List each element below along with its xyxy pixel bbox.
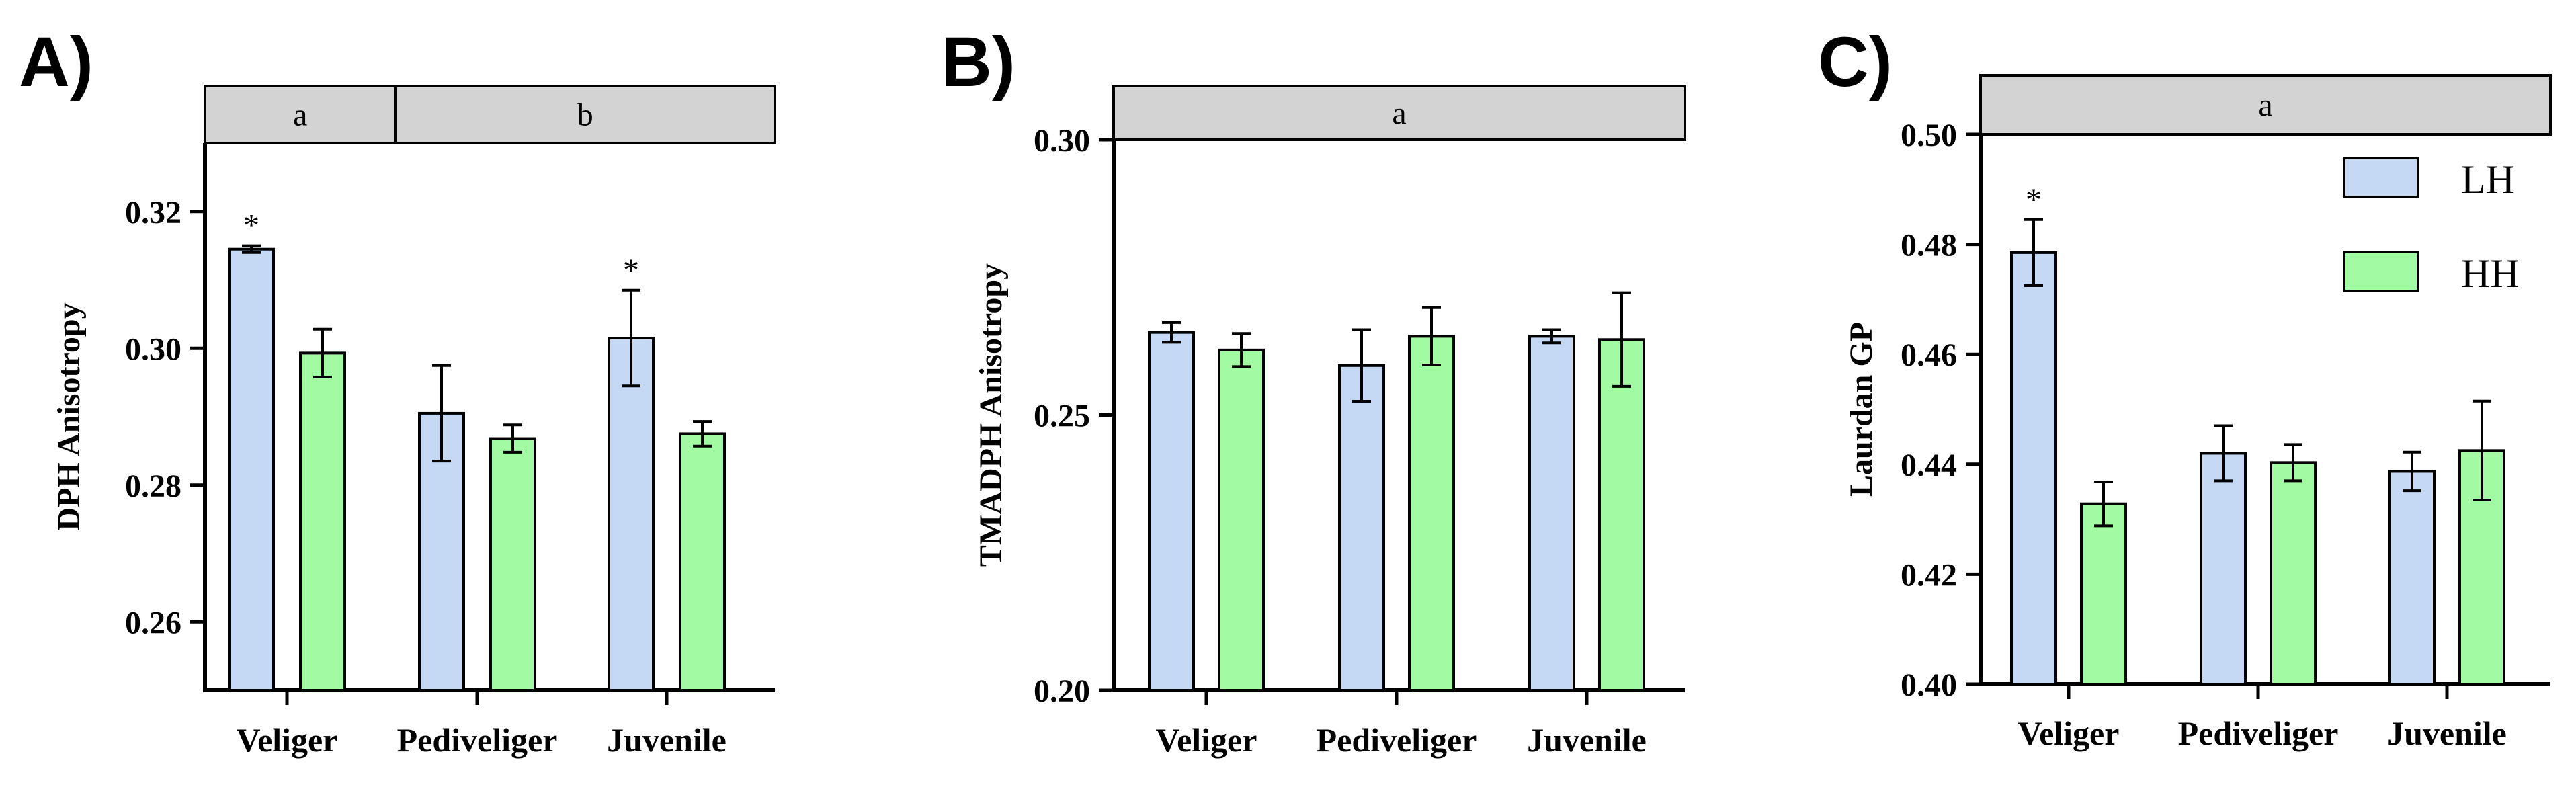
facet-strip-label: a — [293, 97, 307, 133]
significance-marker: * — [2026, 182, 2042, 218]
bar-lh-juvenile — [2388, 470, 2436, 686]
facet-strip-label: a — [1392, 95, 1406, 131]
x-tick-label: Pediveliger — [1317, 721, 1477, 759]
x-tick-label: Juvenile — [607, 721, 726, 759]
bar-lh-pediveliger — [1338, 364, 1385, 692]
facet-strip-label: b — [577, 97, 593, 133]
y-axis-title: Laurdan GP — [1843, 322, 1879, 497]
bar-lh-juvenile — [608, 336, 655, 692]
bar-hh-juvenile — [1598, 338, 1645, 692]
y-tick-label: 0.25 — [1034, 399, 1090, 434]
panel-label: B) — [941, 23, 1015, 101]
facet-strip — [1979, 74, 2552, 136]
bar-hh-veliger — [1218, 348, 1265, 692]
chart-panel-c: C) a 0.40 0.42 0.44 0.46 0.48 0.50 Laurdan GP Vel… — [1818, 23, 2552, 752]
y-tick-label: 0.48 — [1901, 228, 1957, 263]
facet-strip — [394, 85, 776, 144]
y-tick-label: 0.26 — [125, 605, 181, 640]
legend-swatch-hh — [2343, 251, 2419, 292]
x-tick-label: Juvenile — [2387, 714, 2507, 752]
facet-strip-label: a — [2258, 87, 2272, 123]
bar-hh-pediveliger — [2270, 461, 2317, 686]
x-tick-label: Veliger — [1156, 721, 1257, 759]
bar-lh-pediveliger — [2200, 452, 2247, 686]
y-tick-label: 0.50 — [1901, 118, 1957, 153]
significance-marker: * — [243, 208, 259, 244]
legend-label-lh: LH — [2461, 157, 2515, 202]
facet-strip — [1112, 85, 1686, 141]
x-tick-label: Pediveliger — [2178, 714, 2339, 752]
y-tick-label: 0.30 — [125, 331, 181, 367]
bar-hh-juvenile — [679, 432, 726, 692]
bar-lh-veliger — [1148, 331, 1195, 692]
y-tick-label: 0.44 — [1901, 448, 1957, 483]
x-tick-label: Juvenile — [1527, 721, 1647, 759]
y-axis-title: DPH Anisotropy — [51, 302, 87, 530]
legend-swatch-lh — [2343, 157, 2419, 198]
x-tick-label: Veliger — [237, 721, 338, 759]
y-tick-label: 0.32 — [125, 195, 181, 231]
bar-lh-juvenile — [1528, 335, 1575, 692]
y-axis-title: TMADPH Anisotropy — [973, 263, 1009, 567]
y-tick-label: 0.42 — [1901, 557, 1957, 593]
significance-marker: * — [623, 253, 639, 288]
facet-strip — [204, 85, 397, 144]
bar-lh-veliger — [228, 247, 275, 692]
x-tick-label: Pediveliger — [397, 721, 558, 759]
y-tick-label: 0.20 — [1034, 673, 1090, 709]
panel-label: A) — [19, 23, 93, 101]
chart-panel-b: B) a 0.20 0.25 0.30 TMADPH Anisotropy Veliger P… — [941, 23, 1686, 759]
bar-lh-veliger — [2010, 251, 2057, 686]
y-tick-label: 0.46 — [1901, 337, 1957, 373]
y-tick-label: 0.28 — [125, 468, 181, 504]
bar-hh-veliger — [299, 351, 346, 692]
chart-panel-a: A) a b 0.26 0.28 0.30 0.32 DPH Anisotropy Velige… — [19, 23, 776, 759]
y-tick-label: 0.40 — [1901, 667, 1957, 703]
panel-label: C) — [1818, 23, 1893, 101]
bar-hh-veliger — [2080, 502, 2127, 686]
x-tick-label: Veliger — [2018, 714, 2120, 752]
bar-hh-pediveliger — [489, 437, 536, 692]
y-tick-label: 0.30 — [1034, 123, 1090, 159]
bar-hh-pediveliger — [1408, 335, 1455, 692]
legend-label-hh: HH — [2461, 251, 2520, 296]
